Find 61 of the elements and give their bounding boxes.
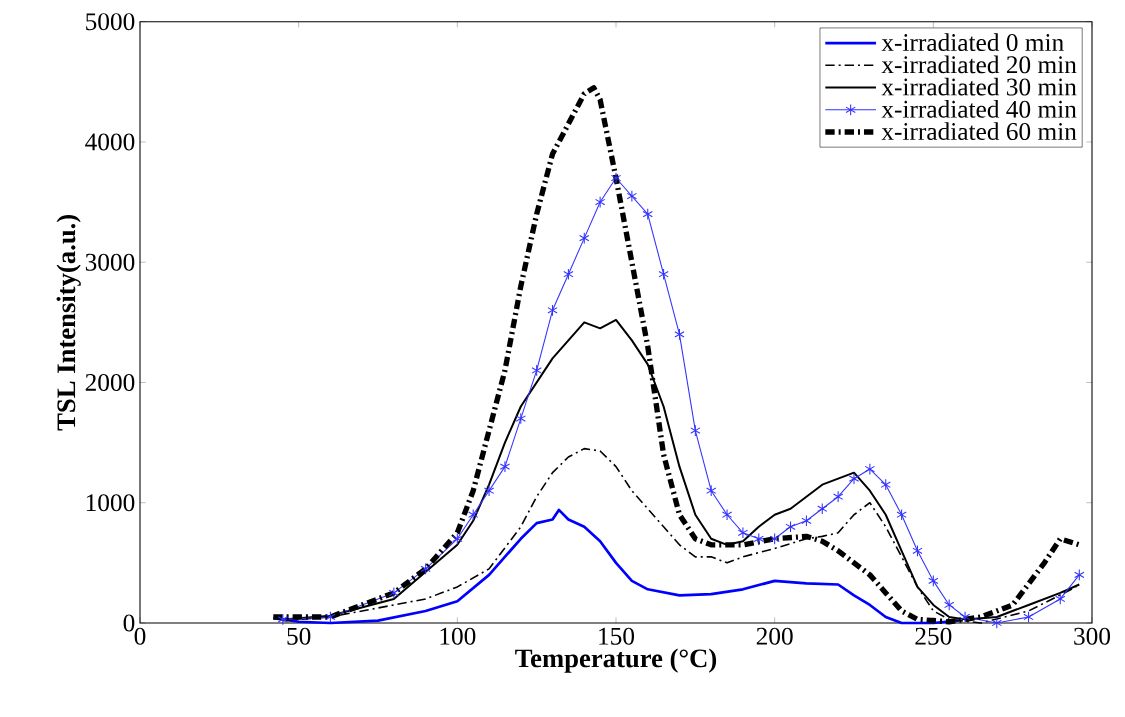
point [769, 532, 780, 545]
y-tick-label: 4000 [85, 133, 135, 151]
point [420, 562, 431, 575]
x-tick-label: 200 [756, 627, 793, 645]
point [579, 232, 590, 245]
point [594, 196, 606, 208]
y-tick-label: 0 [123, 614, 135, 632]
point [944, 599, 955, 611]
point [1023, 611, 1034, 623]
point [706, 484, 717, 497]
point [1055, 593, 1066, 605]
point [1074, 569, 1085, 581]
point [674, 328, 685, 341]
point [452, 532, 463, 545]
x-tick-label: 50 [287, 627, 311, 645]
point [928, 575, 939, 587]
y-axis-title: TSL Intensity(a.u.) [56, 214, 81, 431]
point [959, 611, 971, 623]
legend-label: x-irradiated 0 min [881, 33, 1064, 52]
point [912, 544, 923, 557]
point [991, 617, 1002, 629]
point [753, 532, 764, 545]
point [388, 587, 400, 599]
legend-label: x-irradiated 60 min [881, 122, 1077, 141]
y-tick-label: 1000 [86, 494, 135, 512]
x-tick-label: 100 [440, 627, 476, 645]
point [785, 520, 796, 533]
point [848, 472, 860, 485]
point [531, 364, 542, 377]
x-tick-label: 150 [599, 627, 635, 645]
legend-label: x-irradiated 40 min [881, 100, 1077, 118]
point [563, 268, 574, 281]
x-tick-label: 300 [1074, 627, 1111, 645]
point [721, 508, 733, 521]
point [610, 172, 622, 184]
point [483, 484, 495, 497]
point [642, 208, 653, 220]
point [864, 463, 876, 475]
x-axis-title: Temperature (°C) [515, 648, 717, 673]
x-tick-label: 0 [134, 627, 146, 645]
point [832, 490, 844, 503]
point [515, 412, 526, 425]
point [626, 190, 638, 202]
point [547, 304, 558, 317]
point [658, 268, 669, 281]
point [880, 478, 891, 491]
point [817, 502, 828, 515]
point [737, 526, 749, 539]
legend-label: x-irradiated 20 min [881, 55, 1077, 74]
point [468, 508, 479, 521]
point [499, 460, 511, 473]
x-tick-label: 250 [915, 627, 952, 645]
point [277, 613, 288, 626]
legend-label: x-irradiated 30 min [881, 77, 1077, 96]
y-tick-label: 2000 [85, 373, 135, 392]
point [325, 611, 336, 623]
y-tick-label: 3000 [85, 253, 135, 271]
point [690, 424, 701, 437]
point [801, 514, 812, 527]
point [896, 508, 907, 521]
y-tick-label: 5000 [86, 13, 135, 31]
